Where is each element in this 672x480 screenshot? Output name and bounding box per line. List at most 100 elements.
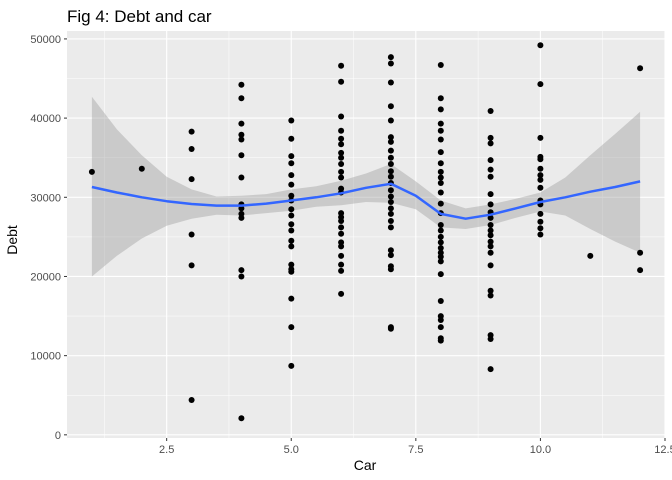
x-axis-title: Car: [354, 457, 377, 473]
data-point: [338, 261, 345, 268]
data-point: [188, 176, 195, 183]
data-point: [338, 141, 345, 148]
data-point: [437, 180, 444, 186]
data-point: [238, 273, 245, 280]
x-tick-label: 2.5: [159, 444, 174, 456]
data-point: [437, 127, 444, 134]
data-point: [387, 247, 394, 254]
data-point: [288, 153, 295, 160]
data-point: [537, 134, 544, 141]
data-point: [537, 176, 544, 183]
data-point: [288, 160, 295, 167]
data-point: [587, 252, 594, 259]
data-point: [188, 231, 195, 238]
data-point: [437, 149, 444, 156]
data-point: [537, 165, 544, 172]
y-axis-title: Debt: [4, 225, 20, 255]
y-tick-label: 50000: [30, 34, 61, 46]
plot-panel: [67, 31, 665, 438]
data-point: [288, 172, 295, 179]
data-point: [338, 62, 345, 69]
data-point: [487, 140, 494, 147]
points: [88, 42, 644, 422]
data-point: [288, 135, 295, 142]
data-point: [238, 136, 245, 143]
data-point: [437, 233, 444, 240]
y-tick-label: 40000: [30, 113, 61, 125]
data-point: [288, 295, 295, 302]
smooth-line: [91, 180, 641, 220]
data-point: [487, 262, 494, 269]
data-point: [188, 262, 195, 269]
data-point: [288, 181, 295, 188]
data-point: [288, 261, 295, 268]
y-axis: 0 10000 20000 30000 40000 50000: [30, 34, 67, 442]
data-point: [387, 103, 394, 110]
y-tick-label: 10000: [30, 351, 61, 363]
data-point: [88, 168, 95, 175]
data-point: [437, 120, 444, 127]
data-point: [338, 168, 345, 175]
data-point: [288, 324, 295, 331]
data-point: [537, 225, 544, 232]
data-point: [338, 113, 345, 120]
data-point: [537, 218, 544, 225]
x-tick-label: 7.5: [408, 444, 423, 456]
data-point: [437, 258, 444, 265]
data-point: [238, 120, 245, 127]
data-point: [487, 201, 494, 208]
data-point: [487, 238, 494, 245]
x-tick-label: 5.0: [284, 444, 299, 456]
data-point: [537, 184, 544, 191]
data-point: [288, 212, 295, 219]
data-point: [387, 325, 394, 332]
data-point: [437, 168, 444, 175]
data-point: [387, 224, 394, 231]
data-point: [437, 222, 444, 228]
data-point: [487, 166, 494, 173]
data-point: [238, 174, 245, 181]
data-point: [338, 218, 345, 224]
data-point: [487, 157, 494, 164]
data-point: [537, 210, 544, 217]
data-point: [338, 149, 345, 156]
data-point: [338, 252, 345, 259]
data-point: [387, 134, 394, 141]
data-point: [537, 156, 544, 163]
data-point: [338, 135, 345, 142]
data-point: [437, 245, 444, 251]
data-point: [387, 266, 394, 273]
data-point: [288, 117, 295, 124]
data-point: [537, 172, 544, 179]
data-point: [288, 237, 295, 244]
grid: [67, 31, 666, 438]
x-tick-label: 12.5: [654, 444, 672, 456]
data-point: [288, 362, 295, 369]
data-point: [387, 252, 394, 259]
data-point: [437, 324, 444, 331]
data-point: [487, 214, 494, 221]
data-point: [387, 147, 394, 154]
data-point: [238, 152, 245, 159]
data-point: [437, 253, 444, 260]
data-point: [387, 138, 394, 145]
data-point: [338, 230, 345, 237]
data-point: [387, 117, 394, 124]
data-point: [338, 224, 345, 231]
data-point: [387, 187, 394, 194]
data-point: [288, 227, 295, 234]
data-point: [288, 192, 295, 199]
data-point: [338, 267, 345, 274]
data-point: [338, 78, 345, 85]
data-point: [487, 336, 494, 342]
data-point: [487, 292, 494, 299]
data-point: [338, 161, 345, 167]
data-point: [238, 131, 245, 138]
data-point: [487, 232, 494, 239]
data-point: [188, 146, 195, 152]
data-point: [238, 205, 245, 212]
data-point: [437, 337, 444, 344]
data-point: [338, 290, 345, 297]
data-point: [437, 317, 444, 323]
